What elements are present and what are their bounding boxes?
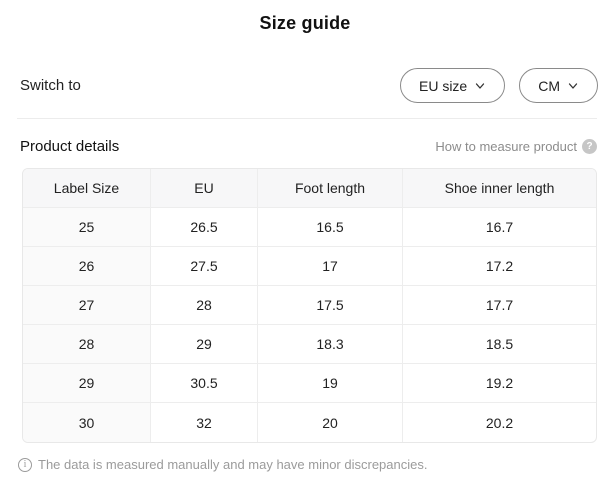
value-cell: 17.5 (258, 286, 403, 325)
question-circle-icon: ? (582, 139, 597, 154)
switch-to-label: Switch to (20, 77, 81, 94)
chevron-down-icon (567, 80, 579, 92)
value-cell: 30.5 (151, 364, 258, 403)
disclaimer-note: i The data is measured manually and may … (18, 457, 597, 472)
label-size-cell: 26 (23, 247, 151, 286)
size-table: Label Size EU Foot length Shoe inner length… (23, 169, 596, 442)
value-cell: 32 (151, 403, 258, 442)
switch-to-row: Switch to EU size CM (20, 68, 598, 103)
table-row: 27 28 17.5 17.7 (23, 286, 596, 325)
product-details-row: Product details How to measure product ? (20, 138, 597, 155)
value-cell: 18.3 (258, 325, 403, 364)
value-cell: 18.5 (403, 325, 596, 364)
size-standard-dropdown-value: EU size (418, 77, 468, 94)
table-header-row: Label Size EU Foot length Shoe inner length (23, 169, 596, 208)
column-header: Shoe inner length (403, 169, 596, 208)
value-cell: 19.2 (403, 364, 596, 403)
label-size-cell: 30 (23, 403, 151, 442)
dropdown-group: EU size CM (399, 68, 598, 103)
size-standard-dropdown[interactable]: EU size (399, 68, 506, 103)
value-cell: 20.2 (485, 414, 514, 431)
table-row: 30 32 20 20.2 (23, 403, 596, 442)
section-divider (17, 118, 597, 119)
size-table-body: 25 26.5 16.5 16.7 26 27.5 17 17.2 27 28 17.5 17.7 28… (23, 208, 596, 442)
value-cell: 26.5 (151, 208, 258, 247)
value-cell: 19 (258, 364, 403, 403)
product-details-heading: Product details (20, 138, 120, 155)
how-to-measure-label: How to measure product (435, 139, 577, 154)
column-header: Label Size (23, 169, 151, 208)
value-cell: 17 (258, 247, 403, 286)
value-cell: 27.5 (151, 247, 258, 286)
label-size-cell: 29 (23, 364, 151, 403)
label-size-cell: 25 (23, 208, 151, 247)
value-cell: 17.2 (403, 247, 596, 286)
info-circle-icon: i (18, 457, 32, 472)
unit-dropdown-value: CM (538, 77, 560, 94)
label-size-cell: 27 (23, 286, 151, 325)
value-cell: 28 (151, 286, 258, 325)
size-table-container: Label Size EU Foot length Shoe inner length… (22, 168, 597, 443)
value-cell: 16.7 (403, 208, 596, 247)
table-row: 25 26.5 16.5 16.7 (23, 208, 596, 247)
column-header: EU (151, 169, 258, 208)
column-header: Foot length (258, 169, 403, 208)
page-title: Size guide (259, 13, 351, 33)
label-size-cell: 28 (23, 325, 151, 364)
table-row: 29 30.5 19 19.2 (23, 364, 596, 403)
chevron-down-icon (474, 80, 486, 92)
value-cell: 20 (258, 403, 403, 442)
value-cell: 29 (151, 325, 258, 364)
value-cell: 17.7 (403, 286, 596, 325)
how-to-measure-link[interactable]: How to measure product ? (435, 139, 597, 154)
table-row: 26 27.5 17 17.2 (23, 247, 596, 286)
unit-dropdown[interactable]: CM (519, 68, 598, 103)
disclaimer-text: The data is measured manually and may ha… (38, 457, 428, 472)
table-row: 28 29 18.3 18.5 (23, 325, 596, 364)
value-cell: 16.5 (258, 208, 403, 247)
